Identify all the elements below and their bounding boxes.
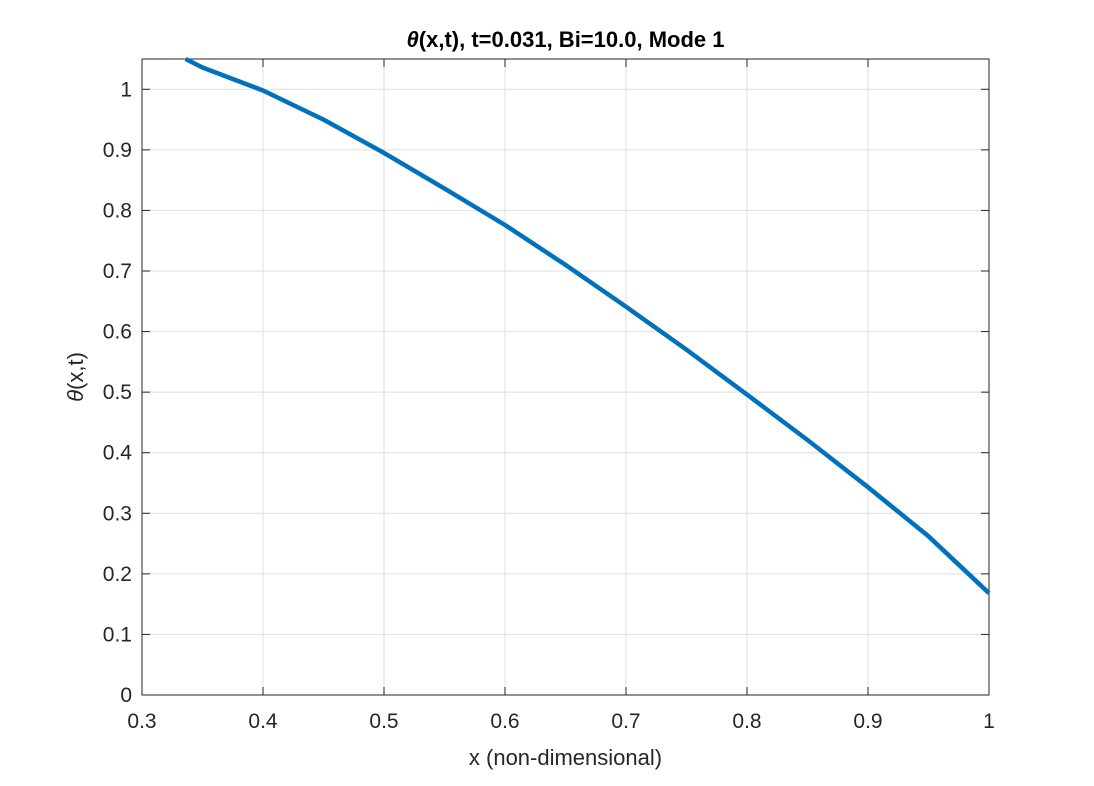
x-tick-label: 0.7 [611,710,640,733]
y-tick-label: 0.1 [103,623,132,646]
tick-labels: 0.3 0.4 0.5 0.6 0.7 0.8 0.9 1 0 0.1 0.2 0.3 0.4 0.5 0.… [103,78,995,733]
y-tick-label: 1 [120,78,132,101]
x-tick-label: 0.5 [369,710,398,733]
x-tick-label: 0.6 [490,710,519,733]
y-tick-label: 0.9 [103,139,132,162]
x-tick-label: 0.9 [853,710,882,733]
ylabel-text: (x,t) [63,352,88,390]
x-tick-label: 0.4 [248,710,278,733]
x-tick-label: 0.8 [732,710,761,733]
series-layer [184,56,991,595]
x-axis-label: x (non-dimensional) [469,745,662,770]
y-tick-label: 0.2 [103,563,132,586]
plot-area [141,58,990,696]
x-tick-label: 1 [983,710,995,733]
x-tick-label: 0.3 [127,710,156,733]
y-tick-label: 0.4 [103,442,133,465]
y-tick-label: 0.7 [103,260,132,283]
series-line [184,56,991,595]
y-tick-label: 0.5 [103,381,132,404]
y-axis-label: θ(x,t) [63,352,88,402]
ylabel-theta: θ [63,390,88,402]
title-text: (x,t), t=0.031, Bi=10.0, Mode 1 [419,27,725,52]
y-tick-label: 0.8 [103,199,132,222]
axis-ticks [141,59,990,696]
chart-title: θ(x,t), t=0.031, Bi=10.0, Mode 1 [407,27,725,52]
grid [141,59,990,696]
title-theta: θ [407,27,419,52]
y-tick-label: 0 [120,684,132,707]
y-tick-label: 0.3 [103,502,132,525]
y-tick-label: 0.6 [103,321,132,344]
